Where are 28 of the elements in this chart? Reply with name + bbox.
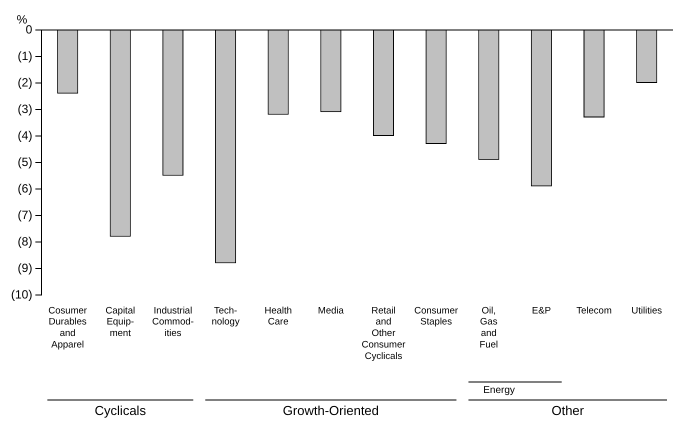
x-tick-label: Cosumer Durables and Apparel [48, 305, 87, 351]
y-tick-label: (1) [18, 48, 32, 63]
x-tick-label: Tech-nology [212, 305, 240, 328]
y-tick-label: (2) [18, 75, 32, 90]
x-tick-label: Capital Equip-ment [106, 305, 136, 340]
x-tick-label: Oil, Gas and Fuel [480, 305, 498, 351]
text: Other [551, 403, 585, 418]
y-axis-title: % [16, 12, 28, 26]
y-tick-label: (4) [18, 128, 32, 142]
y-tick-label: (9) [18, 260, 32, 275]
x-tick-label: Utilities [631, 305, 662, 316]
x-tick-label: Retail and Other Consumer Cyclicals [362, 305, 406, 362]
x-tick-label: Telecom [576, 305, 612, 316]
y-tick-label: (8) [18, 234, 32, 248]
x-tick-label: Industrial Commod-ities [152, 305, 194, 340]
y-tick-label: (6) [18, 181, 32, 196]
text: Growth-Oriented [282, 403, 379, 418]
y-tick-label: (10) [10, 287, 32, 302]
x-tick-label: Health Care [264, 305, 292, 328]
text: Energy [483, 384, 515, 396]
x-tick-label: Consumer Staples [414, 305, 458, 328]
y-tick-label: (3) [18, 102, 32, 116]
y-tick-label: (7) [18, 208, 32, 222]
y-tick-label: 0 [26, 22, 33, 36]
x-tick-label: Media [318, 305, 345, 316]
text: Cyclicals [94, 403, 146, 418]
x-tick-label: E&P [532, 305, 551, 316]
y-tick-label: (5) [18, 154, 32, 169]
